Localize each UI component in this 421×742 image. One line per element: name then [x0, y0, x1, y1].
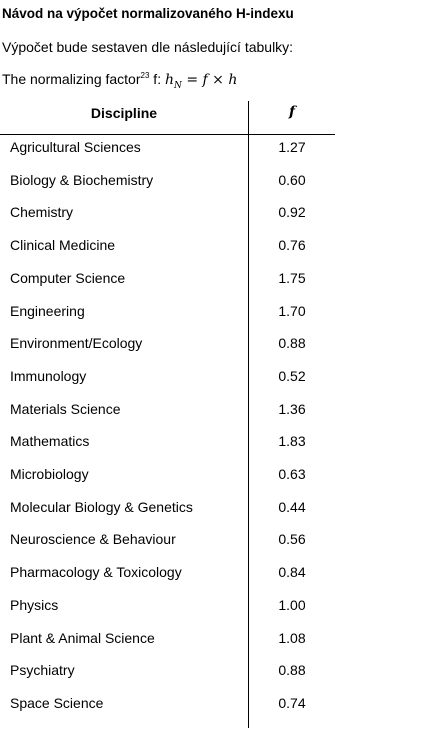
factor: 0.60	[278, 171, 306, 188]
discipline: Psychiatry	[10, 662, 75, 679]
factor: 1.00	[278, 596, 306, 613]
discipline: Materials Science	[10, 400, 121, 417]
symbol: h	[164, 72, 175, 88]
discipline: Neuroscience & Behaviour	[10, 531, 176, 548]
subscript: N	[174, 80, 182, 91]
factor: 0.88	[278, 335, 306, 352]
factor: 1.83	[278, 433, 306, 450]
rule	[248, 101, 249, 728]
factor: 0.56	[278, 531, 306, 548]
symbol: h	[228, 72, 238, 88]
discipline: Immunology	[10, 367, 87, 384]
symbol: =	[186, 72, 199, 88]
discipline: Space Science	[10, 694, 104, 711]
factor: 1.27	[278, 139, 306, 155]
intro: Výpočet bude sestaven dle následující ta…	[2, 39, 294, 55]
factor: 0.88	[278, 662, 306, 679]
discipline: Microbiology	[10, 466, 89, 482]
title: Návod na výpočet normalizovaného H-index…	[2, 6, 294, 21]
discipline: Agricultural Sciences	[10, 139, 141, 155]
factor: 1.75	[278, 269, 306, 286]
discipline: Engineering	[10, 302, 85, 319]
rule	[0, 134, 335, 135]
text: f:	[149, 71, 165, 87]
column-header: Discipline	[90, 105, 158, 121]
formula: hN = f × h	[164, 72, 238, 91]
factor: 0.44	[278, 498, 306, 515]
factor: 0.76	[278, 237, 306, 254]
discipline: Chemistry	[10, 204, 74, 221]
column-header: f	[288, 104, 296, 120]
factor: 0.74	[278, 694, 306, 711]
text: The normalizing factor	[2, 71, 141, 87]
discipline: Computer Science	[10, 269, 126, 286]
factor: 0.92	[278, 204, 306, 221]
symbol: f	[202, 72, 208, 88]
factor: 0.52	[278, 367, 306, 384]
footnote: 23	[140, 71, 150, 80]
factor: 0.84	[278, 564, 306, 581]
discipline: Molecular Biology & Genetics	[10, 498, 193, 515]
discipline: Pharmacology & Toxicology	[10, 564, 182, 581]
discipline: Mathematics	[10, 433, 90, 450]
discipline: Clinical Medicine	[10, 237, 116, 254]
discipline: Physics	[10, 596, 59, 613]
factor: 1.36	[278, 400, 306, 417]
factor: 1.70	[278, 302, 306, 319]
symbol: ×	[212, 72, 224, 88]
discipline: Biology & Biochemistry	[10, 171, 154, 188]
discipline: Plant & Animal Science	[10, 629, 155, 646]
discipline: Environment/Ecology	[10, 335, 143, 352]
formula-line: The normalizing factor23 f: hN = f × h	[2, 71, 237, 91]
factor: 0.63	[278, 466, 306, 482]
factor: 1.08	[278, 629, 306, 646]
